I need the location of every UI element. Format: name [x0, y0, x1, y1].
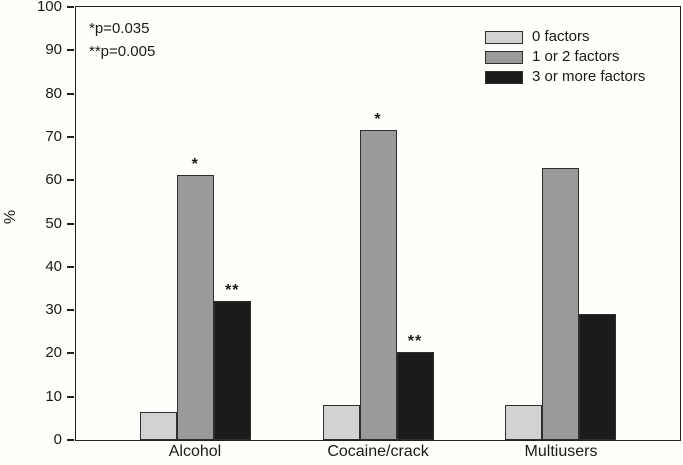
legend-label-3-or-more-factors: 3 or more factors: [532, 68, 646, 85]
y-tick-label-10: 10: [45, 387, 62, 405]
legend-item-3-or-more-factors: 3 or more factors: [485, 67, 645, 87]
y-tick-label-80: 80: [45, 84, 62, 102]
y-tick-mark-60: [67, 179, 74, 182]
bar-0-factors-cocaine-crack: [322, 405, 360, 440]
legend-item-1-or-2-factors: 1 or 2 factors: [485, 47, 645, 67]
y-tick-mark-70: [67, 135, 74, 138]
y-tick-mark-50: [67, 222, 74, 225]
y-tick-mark-20: [67, 352, 74, 355]
y-tick-label-70: 70: [45, 127, 62, 145]
legend-swatch-0-factors: [485, 30, 523, 44]
y-tick-mark-30: [67, 309, 74, 312]
y-tick-label-20: 20: [45, 344, 62, 362]
bar-0-factors-multiusers: [505, 405, 543, 440]
bar-3-or-more-factors-alcohol: [213, 301, 251, 440]
legend-item-0-factors: 0 factors: [485, 27, 645, 47]
y-tick-mark-40: [67, 265, 74, 268]
y-tick-mark-90: [67, 49, 74, 52]
legend: 0 factors 1 or 2 factors 3 or more facto…: [485, 27, 645, 87]
x-category-label-alcohol: Alcohol: [168, 443, 222, 460]
y-tick-label-100: 100: [36, 0, 62, 15]
y-tick-label-30: 30: [45, 301, 62, 319]
y-tick-mark-0: [67, 439, 74, 441]
legend-label-0-factors: 0 factors: [532, 28, 590, 45]
y-tick-mark-100: [67, 6, 74, 8]
y-tick-mark-10: [67, 395, 74, 398]
bar-1-or-2-factors-alcohol: [176, 175, 214, 440]
x-category-label-multiusers: Multiusers: [524, 443, 598, 460]
significance-marker-3: **: [407, 333, 423, 351]
y-tick-label-50: 50: [45, 214, 62, 232]
y-tick-label-0: 0: [53, 431, 62, 448]
legend-swatch-1-or-2-factors: [485, 50, 523, 64]
y-tick-label-90: 90: [45, 41, 62, 59]
bar-1-or-2-factors-multiusers: [542, 168, 580, 440]
bar-3-or-more-factors-cocaine-crack: [396, 352, 434, 440]
legend-label-1-or-2-factors: 1 or 2 factors: [532, 48, 620, 65]
p-value-line-2: **p=0.005: [89, 43, 156, 60]
p-value-annotations: *p=0.035 **p=0.005: [89, 17, 155, 63]
p-value-line-1: *p=0.035: [89, 20, 150, 37]
significance-marker-0: *: [191, 156, 199, 174]
y-tick-label-40: 40: [45, 257, 62, 275]
significance-marker-2: *: [374, 110, 382, 128]
y-tick-mark-80: [67, 92, 74, 95]
legend-swatch-3-or-more-factors: [485, 70, 523, 84]
bar-3-or-more-factors-multiusers: [579, 314, 617, 440]
bar-1-or-2-factors-cocaine-crack: [359, 129, 397, 440]
significance-marker-1: **: [225, 282, 240, 300]
bar-0-factors-alcohol: [139, 411, 177, 440]
plot-area: *p=0.035 **p=0.005 Alcohol Cocaine/crack…: [37, 0, 681, 460]
y-tick-label-60: 60: [45, 171, 62, 189]
x-category-label-cocaine-crack: Cocaine/crack: [327, 443, 429, 460]
